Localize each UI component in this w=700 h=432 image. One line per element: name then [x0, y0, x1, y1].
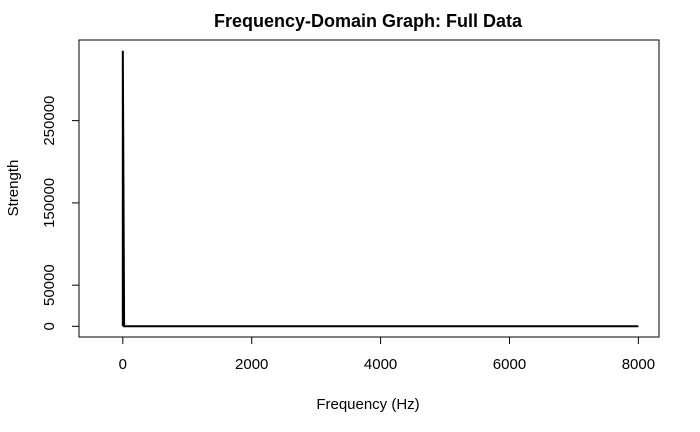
y-tick-label: 150000	[41, 178, 58, 228]
x-tick-label: 2000	[235, 356, 268, 373]
x-axis: 0 2000 4000 6000 8000	[119, 336, 655, 373]
series-layer	[121, 50, 639, 328]
x-tick-label: 6000	[493, 356, 526, 373]
y-axis-label: Strength	[5, 160, 22, 217]
y-axis: 0 50000 150000 250000	[41, 96, 80, 330]
y-tick-label: 50000	[41, 264, 58, 306]
x-tick-label: 8000	[622, 356, 655, 373]
y-tick-label: 0	[41, 322, 58, 330]
plot-area-border	[78, 39, 660, 338]
chart-title: Frequency-Domain Graph: Full Data	[214, 11, 523, 31]
y-tick-label: 250000	[41, 96, 58, 146]
series-line-0	[121, 50, 639, 328]
x-tick-label: 4000	[364, 356, 397, 373]
x-axis-label: Frequency (Hz)	[316, 396, 419, 413]
x-tick-label: 0	[119, 356, 127, 373]
